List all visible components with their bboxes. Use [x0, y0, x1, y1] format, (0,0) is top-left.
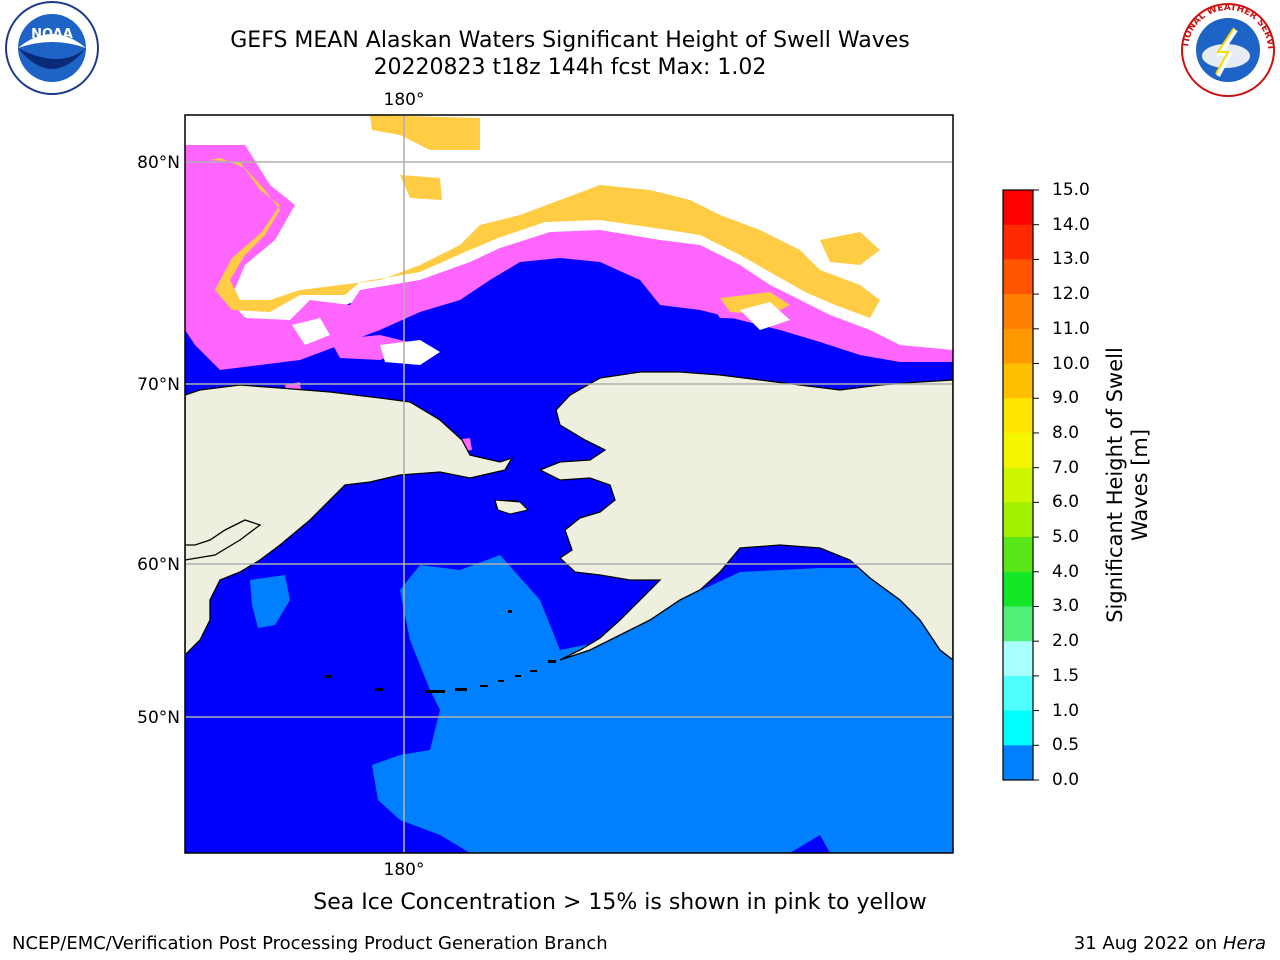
- land-siberia: [185, 384, 514, 656]
- chart-subtitle: 20220823 t18z 144h fcst Max: 1.02: [373, 55, 767, 80]
- colorbar: [1002, 189, 1039, 781]
- colorbar-tick-label: 10.0: [1052, 353, 1090, 374]
- colorbar-tick-label: 6.0: [1052, 492, 1080, 513]
- colorbar-segment: [1003, 224, 1033, 260]
- colorbar-tick-label: 5.0: [1052, 527, 1080, 548]
- footer-date-text: 31 Aug 2022 on: [1073, 933, 1218, 954]
- noaa-logo-text: NOAA: [31, 27, 73, 42]
- colorbar-frame: [1002, 189, 1034, 781]
- swell-0-5-1-0-region: [372, 555, 953, 853]
- chart-title: GEFS MEAN Alaskan Waters Significant Hei…: [230, 28, 910, 53]
- colorbar-segment: [1003, 294, 1033, 330]
- colorbar-tick-label: 4.0: [1052, 561, 1080, 582]
- colorbar-tick-label: 14.0: [1052, 214, 1090, 235]
- nws-logo: NATIONAL WEATHER SERVICE: [1176, 0, 1275, 97]
- colorbar-segment: [1003, 571, 1033, 607]
- ice-island-west: [292, 318, 330, 345]
- colorbar-tick-label: 1.5: [1052, 665, 1080, 686]
- colorbar-tick-label: 12.0: [1052, 284, 1090, 305]
- colorbar-tick-label: 3.0: [1052, 596, 1080, 617]
- footer-host: Hera: [1222, 933, 1266, 954]
- ice-island-east: [740, 302, 790, 330]
- lon-tick-top: 180°: [384, 90, 425, 110]
- colorbar-segment: [1003, 745, 1033, 781]
- colorbar-segment: [1003, 502, 1033, 538]
- colorbar-tick-label: 2.0: [1052, 631, 1080, 652]
- gridlines: [185, 115, 953, 853]
- land-kamchatka-coast: [185, 519, 262, 561]
- colorbar-title-line1: Significant Height of Swell: [1103, 347, 1127, 623]
- colorbar-segment: [1003, 710, 1033, 746]
- swell-west-patch: [250, 575, 290, 628]
- colorbar-tick-label: 8.0: [1052, 422, 1080, 443]
- sea-ice-footnote: Sea Ice Concentration > 15% is shown in …: [313, 890, 927, 915]
- colorbar-tick-label: 0.5: [1052, 735, 1080, 756]
- colorbar-title-line2: Waves [m]: [1128, 428, 1152, 542]
- colorbar-tick-label: 11.0: [1052, 318, 1090, 339]
- colorbar-segment: [1003, 328, 1033, 365]
- colorbar-segment: [1003, 606, 1033, 642]
- lat-tick-70: 70°N: [137, 375, 180, 395]
- colorbar-segment: [1003, 432, 1033, 469]
- lat-tick-50: 50°N: [137, 708, 180, 728]
- footer-date: 31 Aug 2022 on Hera: [1074, 933, 1266, 954]
- map-frame: [184, 114, 954, 854]
- colorbar-segment: [1003, 398, 1033, 434]
- colorbar-segment: [1003, 363, 1033, 399]
- land-alaska: [538, 371, 953, 661]
- colorbar-segment: [1003, 641, 1033, 677]
- colorbar-tick-label: 7.0: [1052, 457, 1080, 478]
- colorbar-tick-label: 9.0: [1052, 388, 1080, 409]
- colorbar-tick-label: 1.0: [1052, 700, 1080, 721]
- lat-tick-80: 80°N: [137, 153, 180, 173]
- colorbar-segment: [1003, 190, 1033, 226]
- lat-tick-60: 60°N: [137, 555, 180, 575]
- colorbar-tick-label: 15.0: [1052, 180, 1090, 200]
- colorbar-tick-label: 13.0: [1052, 249, 1090, 270]
- colorbar-segment: [1003, 259, 1033, 295]
- colorbar-segment: [1003, 467, 1033, 503]
- colorbar-tick-label: 0.0: [1052, 770, 1080, 790]
- lon-tick-bottom: 180°: [384, 860, 425, 880]
- colorbar-segment: [1003, 675, 1033, 712]
- land-st-lawrence: [494, 499, 529, 515]
- ice-island-wrangel: [380, 340, 440, 365]
- map-plot-area: [185, 115, 953, 853]
- footer-branch: NCEP/EMC/Verification Post Processing Pr…: [12, 933, 608, 954]
- noaa-logo: NOAA: [5, 1, 99, 95]
- colorbar-segment: [1003, 537, 1033, 573]
